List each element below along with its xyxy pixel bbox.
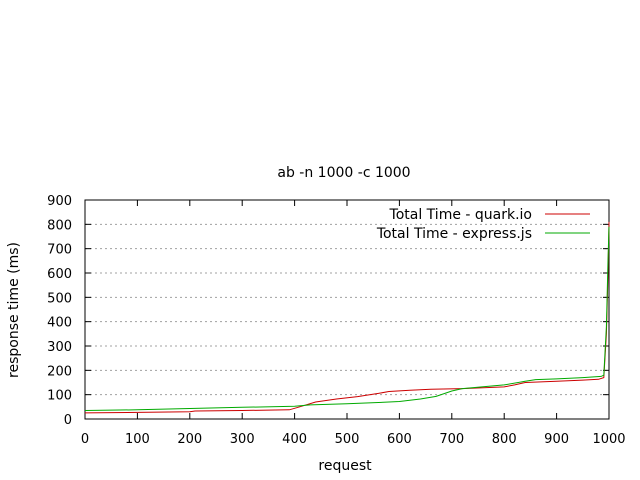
x-tick-label: 600 [387,432,412,447]
y-tick-label: 300 [47,340,72,355]
y-tick-label: 0 [64,413,72,428]
chart-title: ab -n 1000 -c 1000 [277,165,410,181]
x-tick-label: 0 [81,432,89,447]
x-tick-label: 300 [230,432,255,447]
x-axis-label: request [318,458,372,474]
x-tick-label: 400 [282,432,307,447]
x-tick-label: 200 [177,432,202,447]
series-line-1 [84,221,610,414]
grid-lines [85,223,609,396]
x-tick-label: 700 [439,432,464,447]
x-tick-label: 800 [492,432,517,447]
y-tick-label: 700 [47,243,72,258]
y-tick-label: 100 [47,389,72,404]
x-tick-label: 100 [125,432,150,447]
axis-ticks: 0 100 200 300 400 500 600 700 800 900 0 100 200 300 40… [47,194,625,447]
y-tick-label: 600 [47,267,72,282]
x-tick-label: 900 [544,432,569,447]
y-axis-label: response time (ms) [6,242,22,378]
legend: Total Time - quark.io Total Time - expres… [376,207,590,242]
series-line-2 [84,226,610,411]
y-tick-label: 900 [47,194,72,209]
y-tick-label: 400 [47,316,72,331]
y-tick-label: 800 [47,218,72,233]
legend-label: Total Time - quark.io [389,207,532,223]
y-tick-label: 200 [47,364,72,379]
legend-label: Total Time - express.js [376,226,532,242]
x-tick-label: 500 [335,432,360,447]
x-tick-label: 1000 [592,432,625,447]
y-tick-label: 500 [47,291,72,306]
series-lines [84,221,610,414]
